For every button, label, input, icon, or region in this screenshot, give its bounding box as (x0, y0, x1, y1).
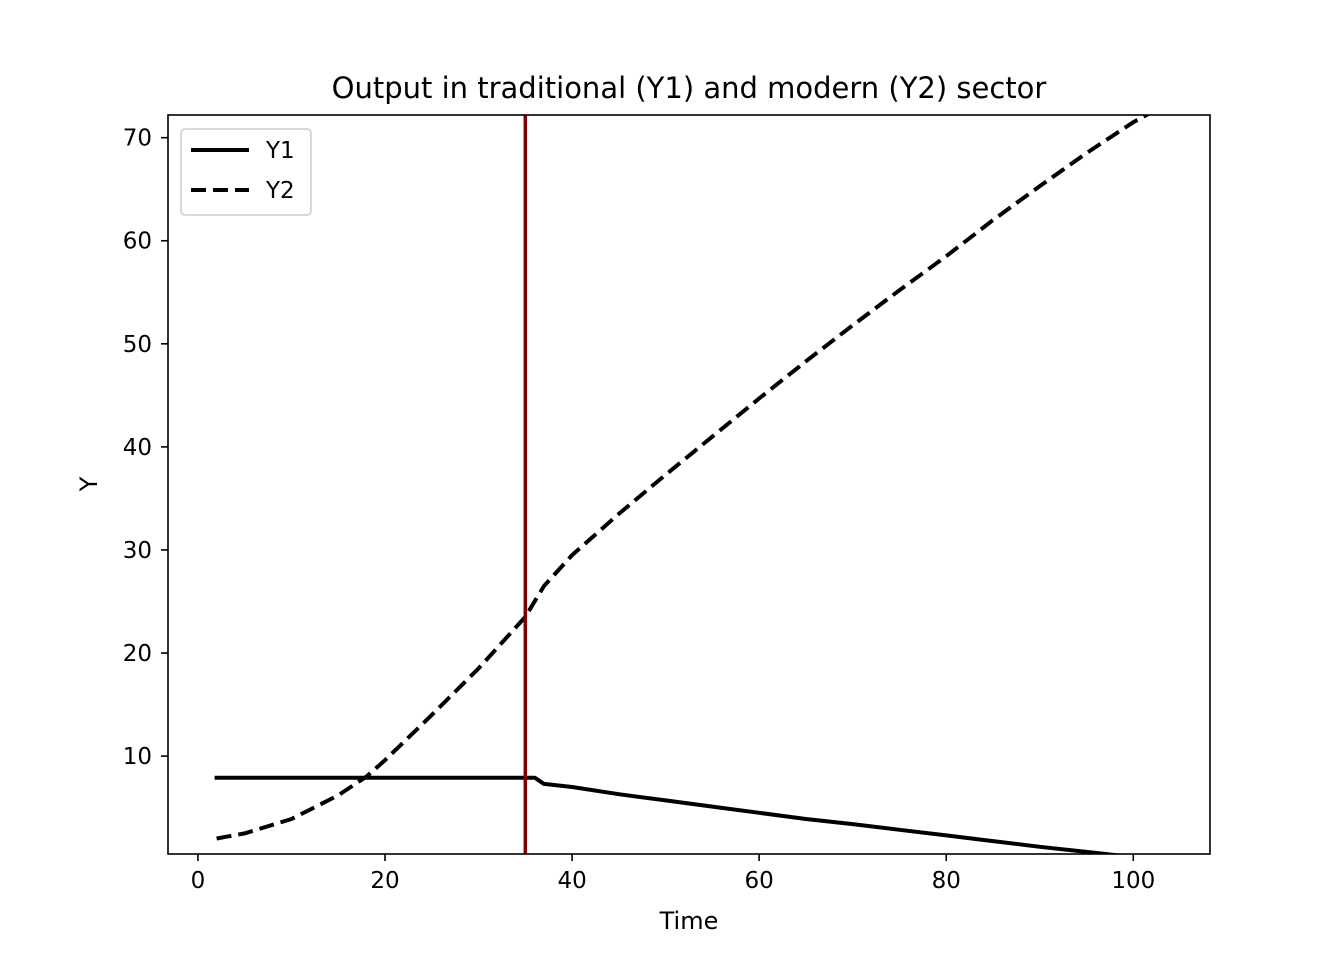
y-tick-label: 30 (123, 538, 152, 564)
series-layer (214, 115, 1151, 854)
x-tick-label: 40 (557, 868, 586, 894)
series-line-y2 (216, 115, 1151, 841)
y-tick-label: 60 (123, 229, 152, 255)
legend: Y1 Y2 (180, 128, 312, 216)
y-tick-label: 40 (123, 435, 152, 461)
series-line-y1 (214, 775, 1124, 854)
y-axis-label: Y (75, 476, 103, 492)
plot-frame (167, 114, 1211, 855)
x-axis-label: Time (659, 907, 719, 935)
x-tick-label: 60 (745, 868, 774, 894)
chart-title: Output in traditional (Y1) and modern (Y… (332, 71, 1047, 105)
x-tick-label: 100 (1111, 868, 1155, 894)
x-tick-label: 20 (370, 868, 399, 894)
y-tick-label: 50 (123, 332, 152, 358)
x-tick-label: 80 (932, 868, 961, 894)
y-tick-label: 70 (123, 126, 152, 152)
y-tick-label: 20 (123, 641, 152, 667)
y-tick-label: 10 (123, 744, 152, 770)
x-axis-ticks: 0 20 40 60 80 100 (191, 854, 1155, 894)
x-tick-label: 0 (191, 868, 206, 894)
legend-label-y2: Y2 (265, 178, 295, 204)
legend-label-y1: Y1 (265, 138, 295, 164)
y-axis-ticks: 10 20 30 40 50 60 70 (123, 126, 168, 770)
